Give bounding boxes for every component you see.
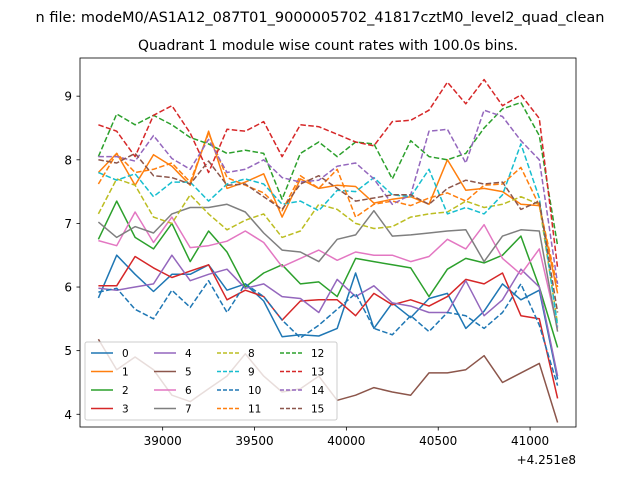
legend-label-13: 13 xyxy=(311,367,324,379)
legend-label-12: 12 xyxy=(311,348,324,360)
y-tick-label: 8 xyxy=(64,153,72,167)
y-tick-label: 5 xyxy=(64,344,72,358)
x-tick-label: 39000 xyxy=(144,434,182,448)
series-line-10 xyxy=(98,279,559,386)
legend-label-11: 11 xyxy=(248,404,261,416)
series-line-7 xyxy=(97,203,559,332)
legend-label-2: 2 xyxy=(122,385,129,397)
legend-label-1: 1 xyxy=(122,367,129,379)
series-line-8 xyxy=(97,178,559,325)
x-tick-label: 39500 xyxy=(235,434,273,448)
x-offset-label: +4.251e8 xyxy=(517,453,576,467)
x-tick-label: 40500 xyxy=(419,434,457,448)
series-line-6 xyxy=(98,211,559,329)
y-tick-label: 6 xyxy=(64,281,72,295)
x-tick-label: 41000 xyxy=(511,434,549,448)
x-tick-label: 40000 xyxy=(327,434,365,448)
series-line-1 xyxy=(97,130,559,294)
series-line-2 xyxy=(97,200,559,348)
series-line-15 xyxy=(98,152,559,313)
y-tick-label: 9 xyxy=(64,90,72,104)
legend-box xyxy=(84,341,338,421)
y-tick-label: 4 xyxy=(64,408,72,422)
legend-label-9: 9 xyxy=(248,367,255,379)
axes-frame xyxy=(79,57,577,428)
legend-label-7: 7 xyxy=(185,404,192,416)
legend-label-6: 6 xyxy=(185,385,192,397)
series-line-14 xyxy=(98,109,559,285)
chart-title: Quadrant 1 module wise count rates with … xyxy=(138,38,518,54)
series-line-4 xyxy=(98,254,559,377)
series-line-0 xyxy=(97,254,559,380)
chart-suptitle: n file: modeM0/AS1A12_087T01_9000005702_… xyxy=(36,10,605,26)
series-line-11 xyxy=(97,132,559,288)
legend-label-8: 8 xyxy=(248,348,255,360)
y-tick-label: 7 xyxy=(64,217,72,231)
legend-label-5: 5 xyxy=(185,367,192,379)
legend-label-3: 3 xyxy=(122,404,129,416)
series-line-9 xyxy=(98,143,559,327)
legend-label-4: 4 xyxy=(185,348,192,360)
series-line-13 xyxy=(98,78,559,268)
legend-label-10: 10 xyxy=(248,385,261,397)
series-line-3 xyxy=(98,255,559,399)
legend-label-0: 0 xyxy=(122,348,129,360)
series-line-12 xyxy=(97,101,559,246)
legend-label-14: 14 xyxy=(311,385,325,397)
legend-label-15: 15 xyxy=(311,404,324,416)
